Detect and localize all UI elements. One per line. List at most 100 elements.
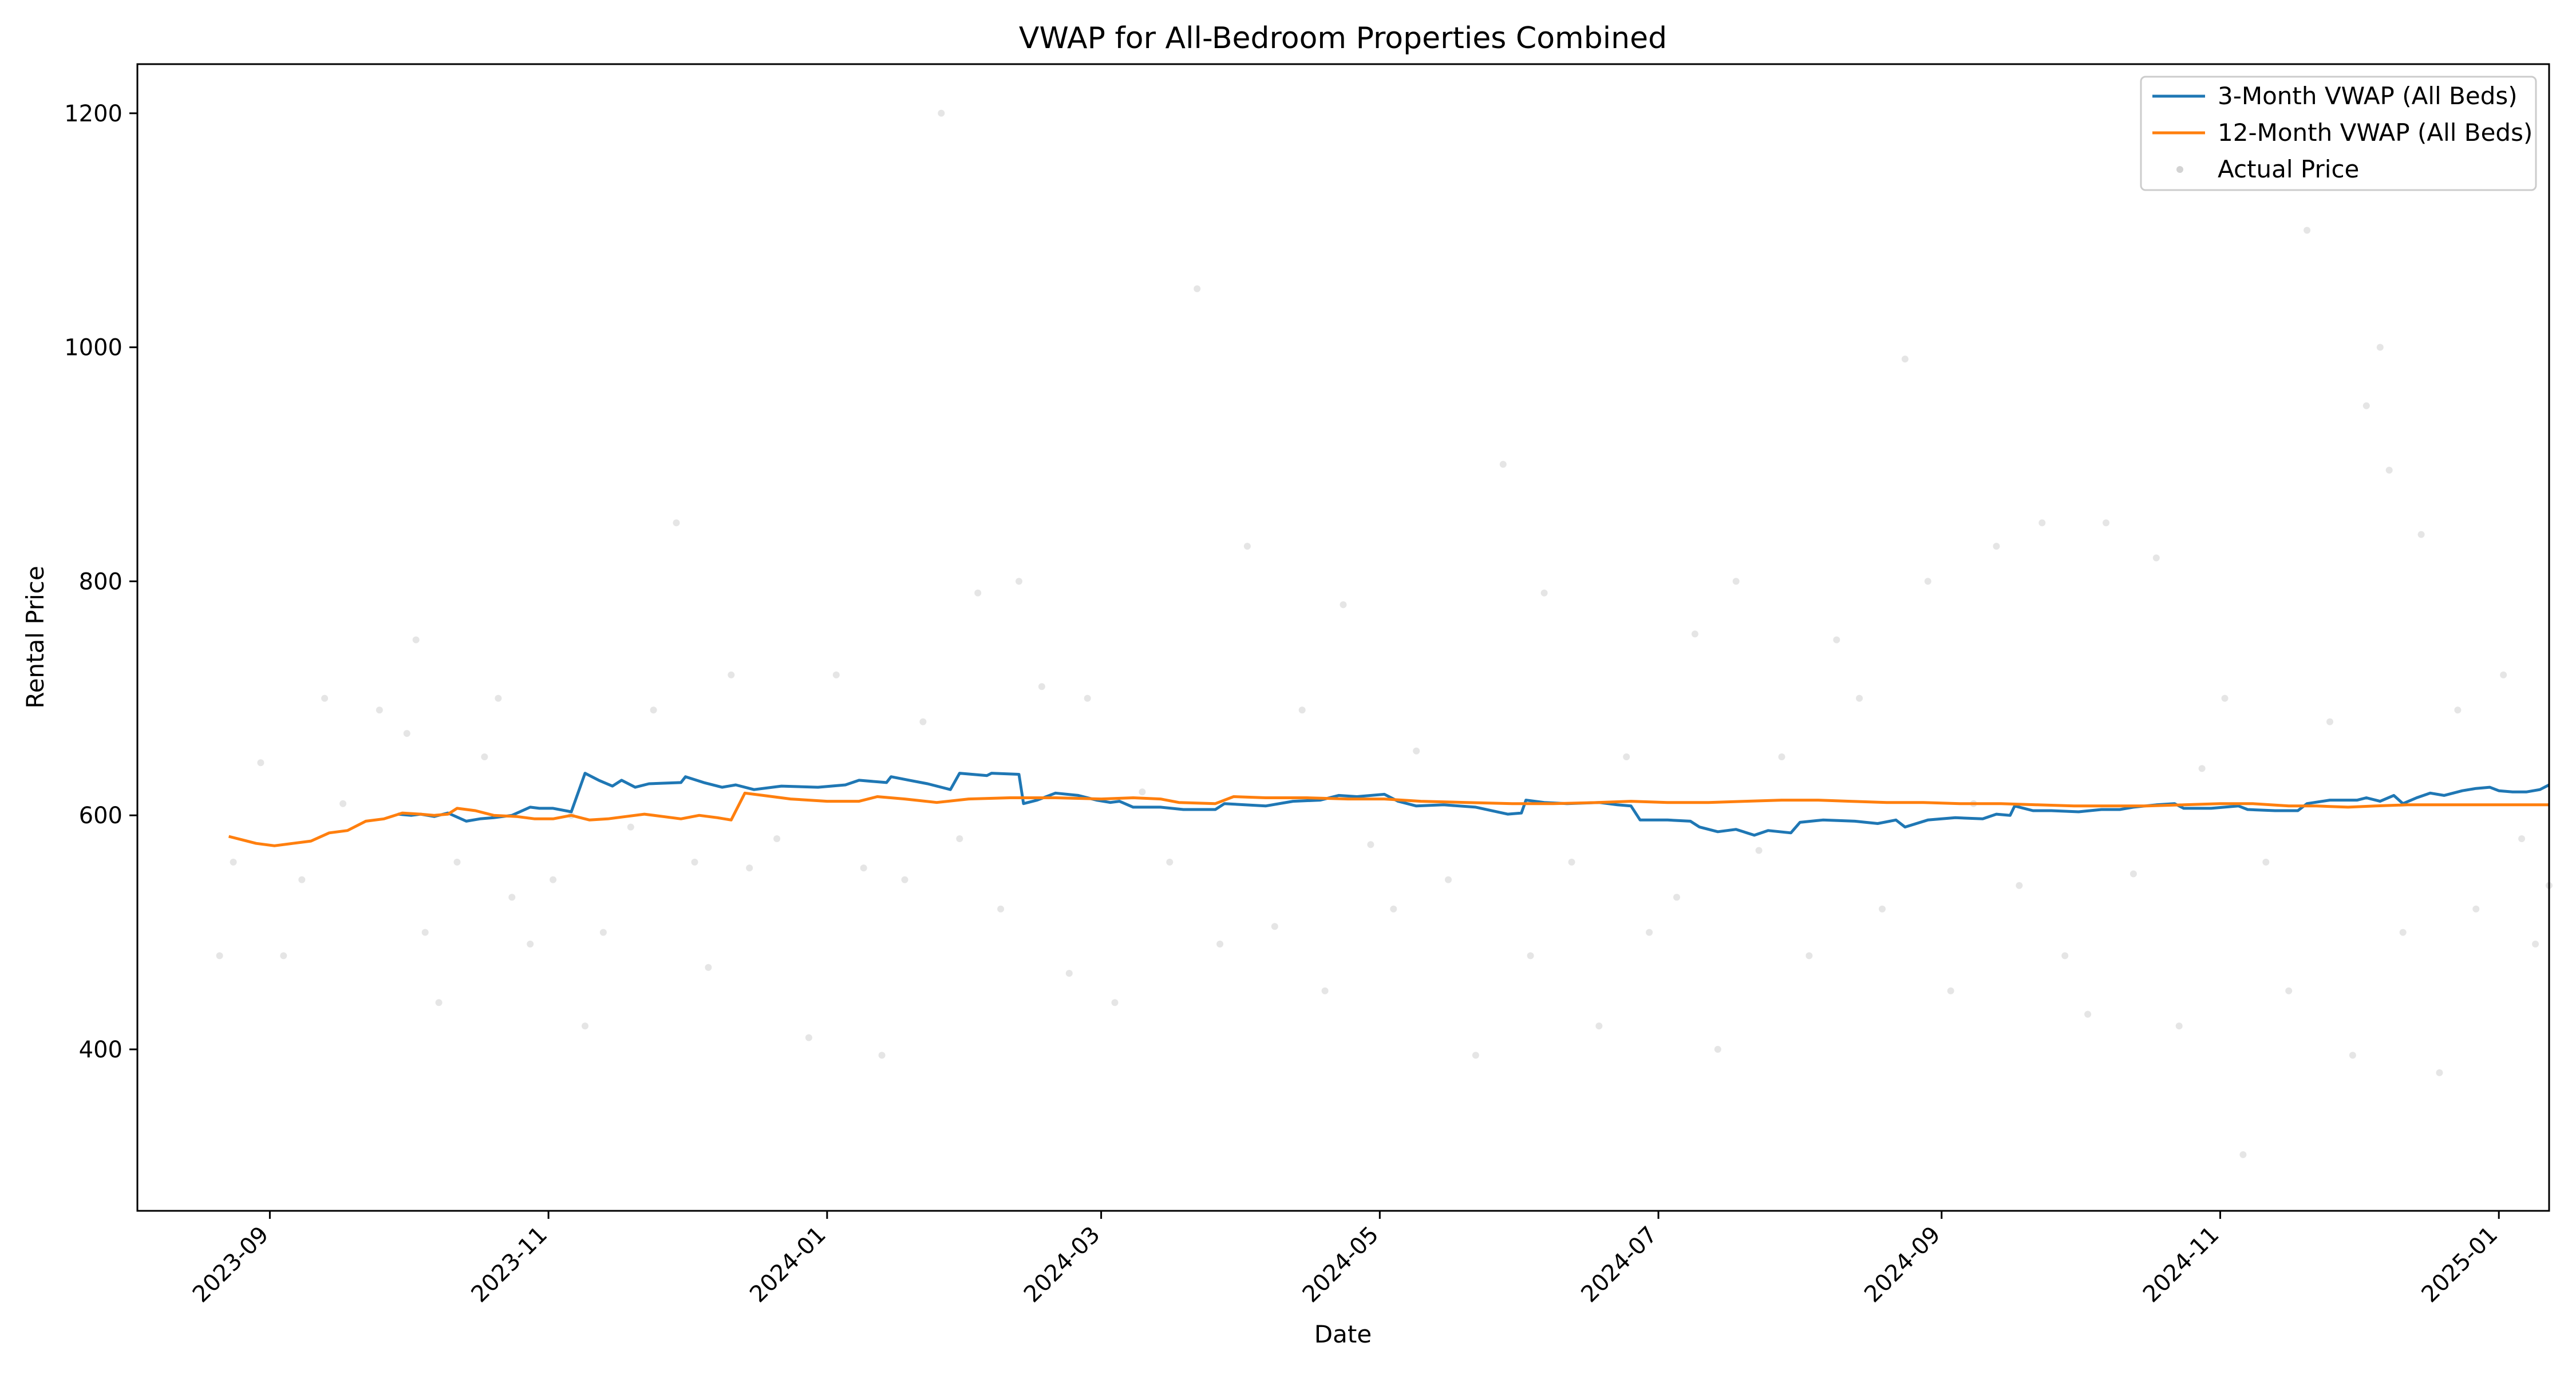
legend-marker-actual-price: [2176, 166, 2183, 173]
actual-price-point: [878, 1052, 886, 1059]
actual-price-point: [1499, 461, 1507, 468]
legend-entry-label: 3-Month VWAP (All Beds): [2218, 82, 2518, 110]
actual-price-point: [2175, 1022, 2183, 1030]
actual-price-point: [1016, 578, 1022, 585]
actual-price-point: [1527, 952, 1534, 960]
actual-price-point: [2239, 1151, 2247, 1158]
actual-price-point: [2061, 952, 2069, 960]
actual-price-point: [1390, 905, 1397, 913]
actual-price-point: [1413, 747, 1420, 755]
actual-price-point: [2285, 987, 2293, 994]
actual-price-point: [1856, 694, 1863, 702]
actual-price-point: [599, 929, 607, 936]
actual-price-point: [421, 929, 429, 936]
actual-price-point: [997, 905, 1005, 913]
actual-price-point: [1340, 601, 1347, 609]
actual-price-point: [627, 823, 634, 831]
actual-price-point: [1298, 706, 1306, 714]
actual-price-point: [495, 694, 502, 702]
actual-price-point: [673, 519, 680, 527]
actual-price-point: [2454, 706, 2462, 714]
actual-price-point: [746, 864, 753, 872]
actual-price-point: [1947, 987, 1954, 994]
actual-price-point: [2385, 467, 2393, 474]
actual-price-point: [321, 694, 329, 702]
actual-price-point: [216, 952, 223, 960]
y-tick-label: 1200: [64, 101, 123, 127]
actual-price-point: [412, 636, 420, 643]
actual-price-point: [1540, 589, 1548, 597]
actual-price-point: [1271, 923, 1278, 930]
y-axis: 400 600 800 1000 1200: [64, 101, 137, 1063]
actual-price-point: [1194, 285, 1201, 293]
actual-price-point: [1879, 905, 1886, 913]
actual-price-point: [2472, 905, 2480, 913]
actual-price-point: [435, 999, 442, 1006]
actual-price-point: [2532, 941, 2539, 947]
y-tick-label: 600: [79, 803, 123, 829]
actual-price-point: [1646, 929, 1653, 936]
actual-price-point: [1755, 847, 1763, 854]
actual-price-point: [2362, 402, 2370, 409]
actual-price-point: [1993, 543, 2000, 550]
actual-price-point: [1367, 841, 1374, 848]
actual-price-point: [2103, 519, 2109, 527]
series-line-12-month-vwap: [228, 791, 2549, 847]
actual-price-point: [1472, 1052, 1479, 1059]
actual-price-point: [298, 876, 306, 883]
actual-price-point: [527, 941, 534, 947]
actual-price-point: [956, 835, 963, 842]
actual-price-point: [1084, 694, 1091, 702]
actual-price-point: [2221, 694, 2229, 702]
chart-title: VWAP for All-Bedroom Properties Combined: [1019, 21, 1667, 56]
actual-price-point: [805, 1034, 812, 1041]
actual-price-point: [1111, 999, 1119, 1006]
actual-price-point: [508, 894, 516, 901]
actual-price-point: [1673, 894, 1680, 901]
actual-price-point: [582, 1022, 588, 1030]
actual-price-point: [1623, 753, 1630, 760]
actual-price-point: [2399, 929, 2407, 936]
actual-price-point: [2152, 554, 2160, 562]
actual-price-point: [1216, 941, 1224, 947]
y-tick-label: 400: [79, 1037, 123, 1063]
actual-price-point: [1833, 636, 1840, 643]
actual-price-point: [2349, 1052, 2356, 1059]
actual-price-point: [728, 671, 735, 678]
actual-price-point: [2038, 519, 2046, 527]
actual-price-point: [1038, 683, 1045, 690]
actual-price-point: [230, 858, 237, 866]
actual-price-point: [1924, 578, 1931, 585]
actual-price-point: [1778, 753, 1785, 760]
vwap-lines: [228, 772, 2550, 847]
actual-price-points: [216, 109, 2553, 1158]
actual-price-point: [1901, 356, 1909, 363]
actual-price-point: [1805, 952, 1813, 960]
actual-price-point: [453, 858, 461, 866]
actual-price-point: [376, 706, 383, 714]
legend-entry-label: 12-Month VWAP (All Beds): [2218, 119, 2532, 147]
actual-price-point: [705, 964, 712, 971]
actual-price-point: [1445, 876, 1452, 883]
plot-area-frame: [136, 63, 2550, 1212]
actual-price-point: [550, 876, 557, 883]
actual-price-point: [339, 800, 347, 807]
actual-price-point: [1691, 630, 1698, 638]
actual-price-point: [2518, 835, 2526, 842]
actual-price-point: [2417, 531, 2425, 538]
actual-price-point: [650, 706, 657, 714]
actual-price-point: [919, 718, 927, 725]
actual-price-point: [1139, 788, 1146, 796]
actual-price-point: [1243, 543, 1251, 550]
actual-price-point: [481, 753, 488, 760]
actual-price-point: [1714, 1045, 1721, 1053]
actual-price-point: [2376, 344, 2384, 351]
series-line-3-month-vwap: [397, 772, 2550, 837]
actual-price-point: [832, 671, 840, 678]
actual-price-point: [2304, 227, 2311, 234]
actual-price-point: [1065, 970, 1073, 977]
actual-price-point: [2500, 671, 2507, 678]
actual-price-point: [2436, 1069, 2443, 1076]
actual-price-point: [1732, 578, 1740, 585]
